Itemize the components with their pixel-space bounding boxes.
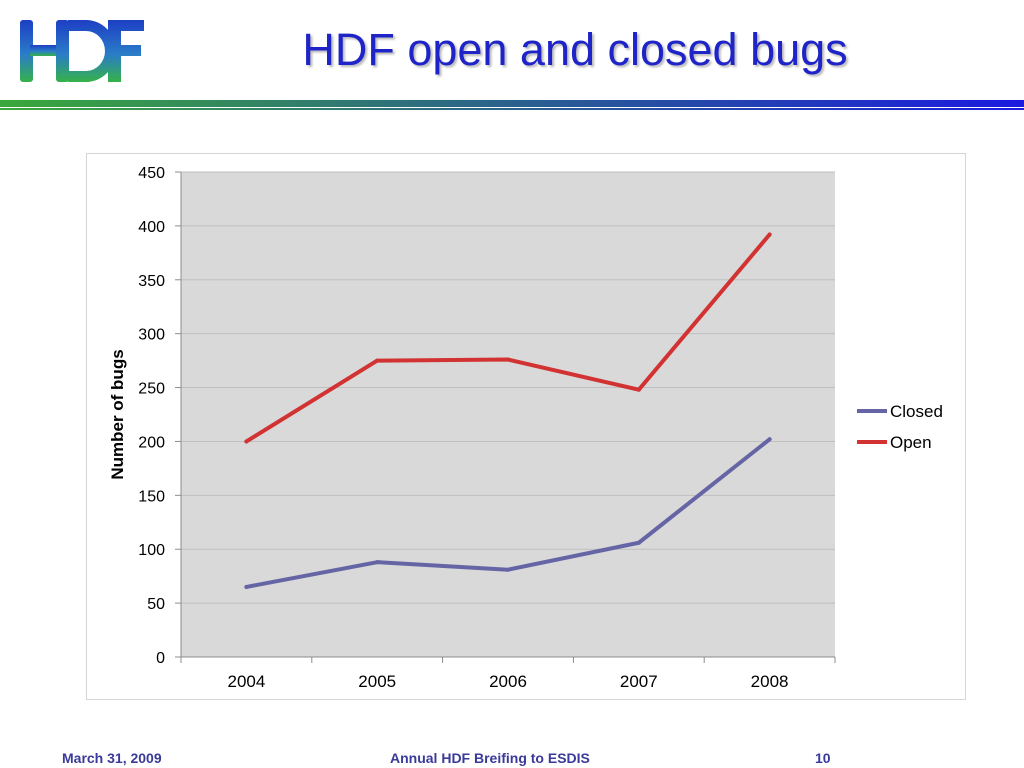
x-tick-label: 2005	[358, 672, 396, 691]
hdf-logo	[20, 20, 144, 82]
plot-area	[181, 172, 835, 657]
data-point-open	[636, 387, 641, 392]
x-tick-label: 2004	[227, 672, 265, 691]
y-tick-label: 0	[156, 650, 165, 667]
x-tick-label: 2008	[751, 672, 789, 691]
legend-label-closed: Closed	[890, 402, 943, 421]
data-point-closed	[506, 567, 510, 572]
data-point-open	[767, 232, 772, 237]
legend-label-open: Open	[890, 433, 932, 452]
data-point-open	[375, 358, 380, 363]
y-tick-label: 450	[138, 165, 165, 182]
y-tick-label: 100	[138, 542, 165, 559]
y-tick-label: 200	[138, 434, 165, 451]
data-point-closed	[636, 540, 641, 545]
y-tick-label: 250	[138, 381, 165, 398]
data-point-closed	[767, 437, 772, 442]
y-axis-label: Number of bugs	[108, 349, 127, 479]
y-tick-label: 300	[138, 327, 165, 344]
title-underline	[0, 100, 1024, 110]
y-tick-label: 350	[138, 273, 165, 290]
footer-date: March 31, 2009	[62, 750, 162, 766]
data-point-open	[244, 439, 249, 444]
footer-presentation-title: Annual HDF Breifing to ESDIS	[390, 750, 590, 766]
line-chart: 0 50 100 150 200 250 300 350 400 450 2004 2005 2006 2…	[108, 165, 943, 691]
title-underline-thick	[0, 100, 1024, 107]
footer-page-number: 10	[815, 750, 831, 766]
y-tick-label: 50	[147, 596, 165, 613]
chart-frame: 0 50 100 150 200 250 300 350 400 450 2004 2005 2006 2…	[86, 153, 966, 700]
data-point-closed	[244, 584, 249, 589]
y-tick-label: 400	[138, 219, 165, 236]
x-tick-label: 2007	[620, 672, 658, 691]
y-tick-label: 150	[138, 488, 165, 505]
title-underline-thin	[0, 108, 1024, 110]
slide-title: HDF open and closed bugs	[302, 24, 848, 75]
data-point-open	[506, 357, 510, 362]
data-point-closed	[375, 560, 380, 565]
x-tick-label: 2006	[489, 672, 527, 691]
